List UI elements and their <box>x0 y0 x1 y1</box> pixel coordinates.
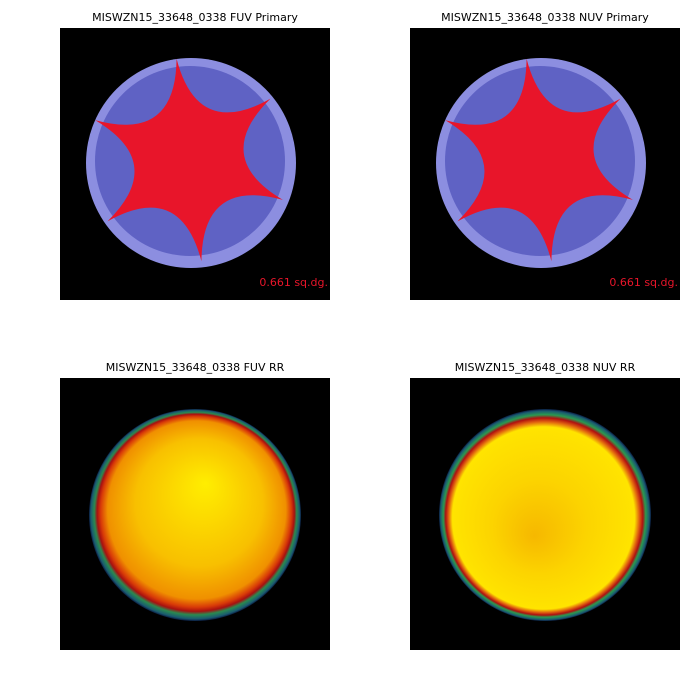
panel-title: MISWZN15_33648_0338 FUV Primary <box>92 11 298 24</box>
panel: MISWZN15_33648_0338 FUV RR <box>60 361 330 650</box>
coverage-region <box>445 58 633 262</box>
response-map <box>89 409 301 621</box>
response-map <box>439 409 651 621</box>
coverage-region <box>95 58 283 262</box>
area-label: 0.661 sq.dg. <box>609 276 678 289</box>
area-label: 0.661 sq.dg. <box>259 276 328 289</box>
panel: MISWZN15_33648_0338 NUV RR <box>410 361 680 650</box>
panel-title: MISWZN15_33648_0338 NUV Primary <box>441 11 649 24</box>
panels: MISWZN15_33648_0338 FUV Primary 0.661 sq.… <box>60 11 680 650</box>
panel: MISWZN15_33648_0338 FUV Primary 0.661 sq.… <box>60 11 330 300</box>
panel: MISWZN15_33648_0338 NUV Primary 0.661 sq.… <box>410 11 680 300</box>
panel-title: MISWZN15_33648_0338 NUV RR <box>455 361 636 374</box>
panel-title: MISWZN15_33648_0338 FUV RR <box>106 361 285 374</box>
